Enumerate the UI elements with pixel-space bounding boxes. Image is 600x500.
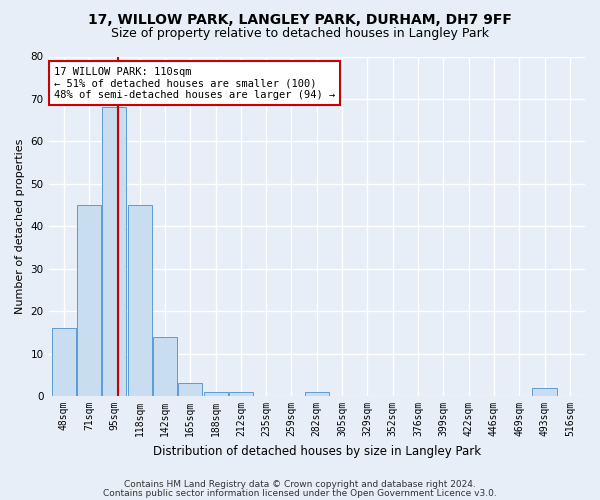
Bar (103, 108, 127, 396)
Bar (178, 384, 202, 396)
Bar (77, 205, 101, 396)
Bar (52, 328, 76, 396)
Text: 17 WILLOW PARK: 110sqm
← 51% of detached houses are smaller (100)
48% of semi-de: 17 WILLOW PARK: 110sqm ← 51% of detached… (54, 66, 335, 100)
Text: Contains public sector information licensed under the Open Government Licence v3: Contains public sector information licen… (103, 488, 497, 498)
Bar (305, 392, 329, 396)
Bar (128, 205, 152, 396)
Text: Size of property relative to detached houses in Langley Park: Size of property relative to detached ho… (111, 28, 489, 40)
X-axis label: Distribution of detached houses by size in Langley Park: Distribution of detached houses by size … (153, 444, 481, 458)
Text: 17, WILLOW PARK, LANGLEY PARK, DURHAM, DH7 9FF: 17, WILLOW PARK, LANGLEY PARK, DURHAM, D… (88, 12, 512, 26)
Bar (153, 336, 177, 396)
Bar (532, 388, 557, 396)
Y-axis label: Number of detached properties: Number of detached properties (15, 138, 25, 314)
Bar (203, 392, 227, 396)
Bar (229, 392, 253, 396)
Text: Contains HM Land Registry data © Crown copyright and database right 2024.: Contains HM Land Registry data © Crown c… (124, 480, 476, 489)
